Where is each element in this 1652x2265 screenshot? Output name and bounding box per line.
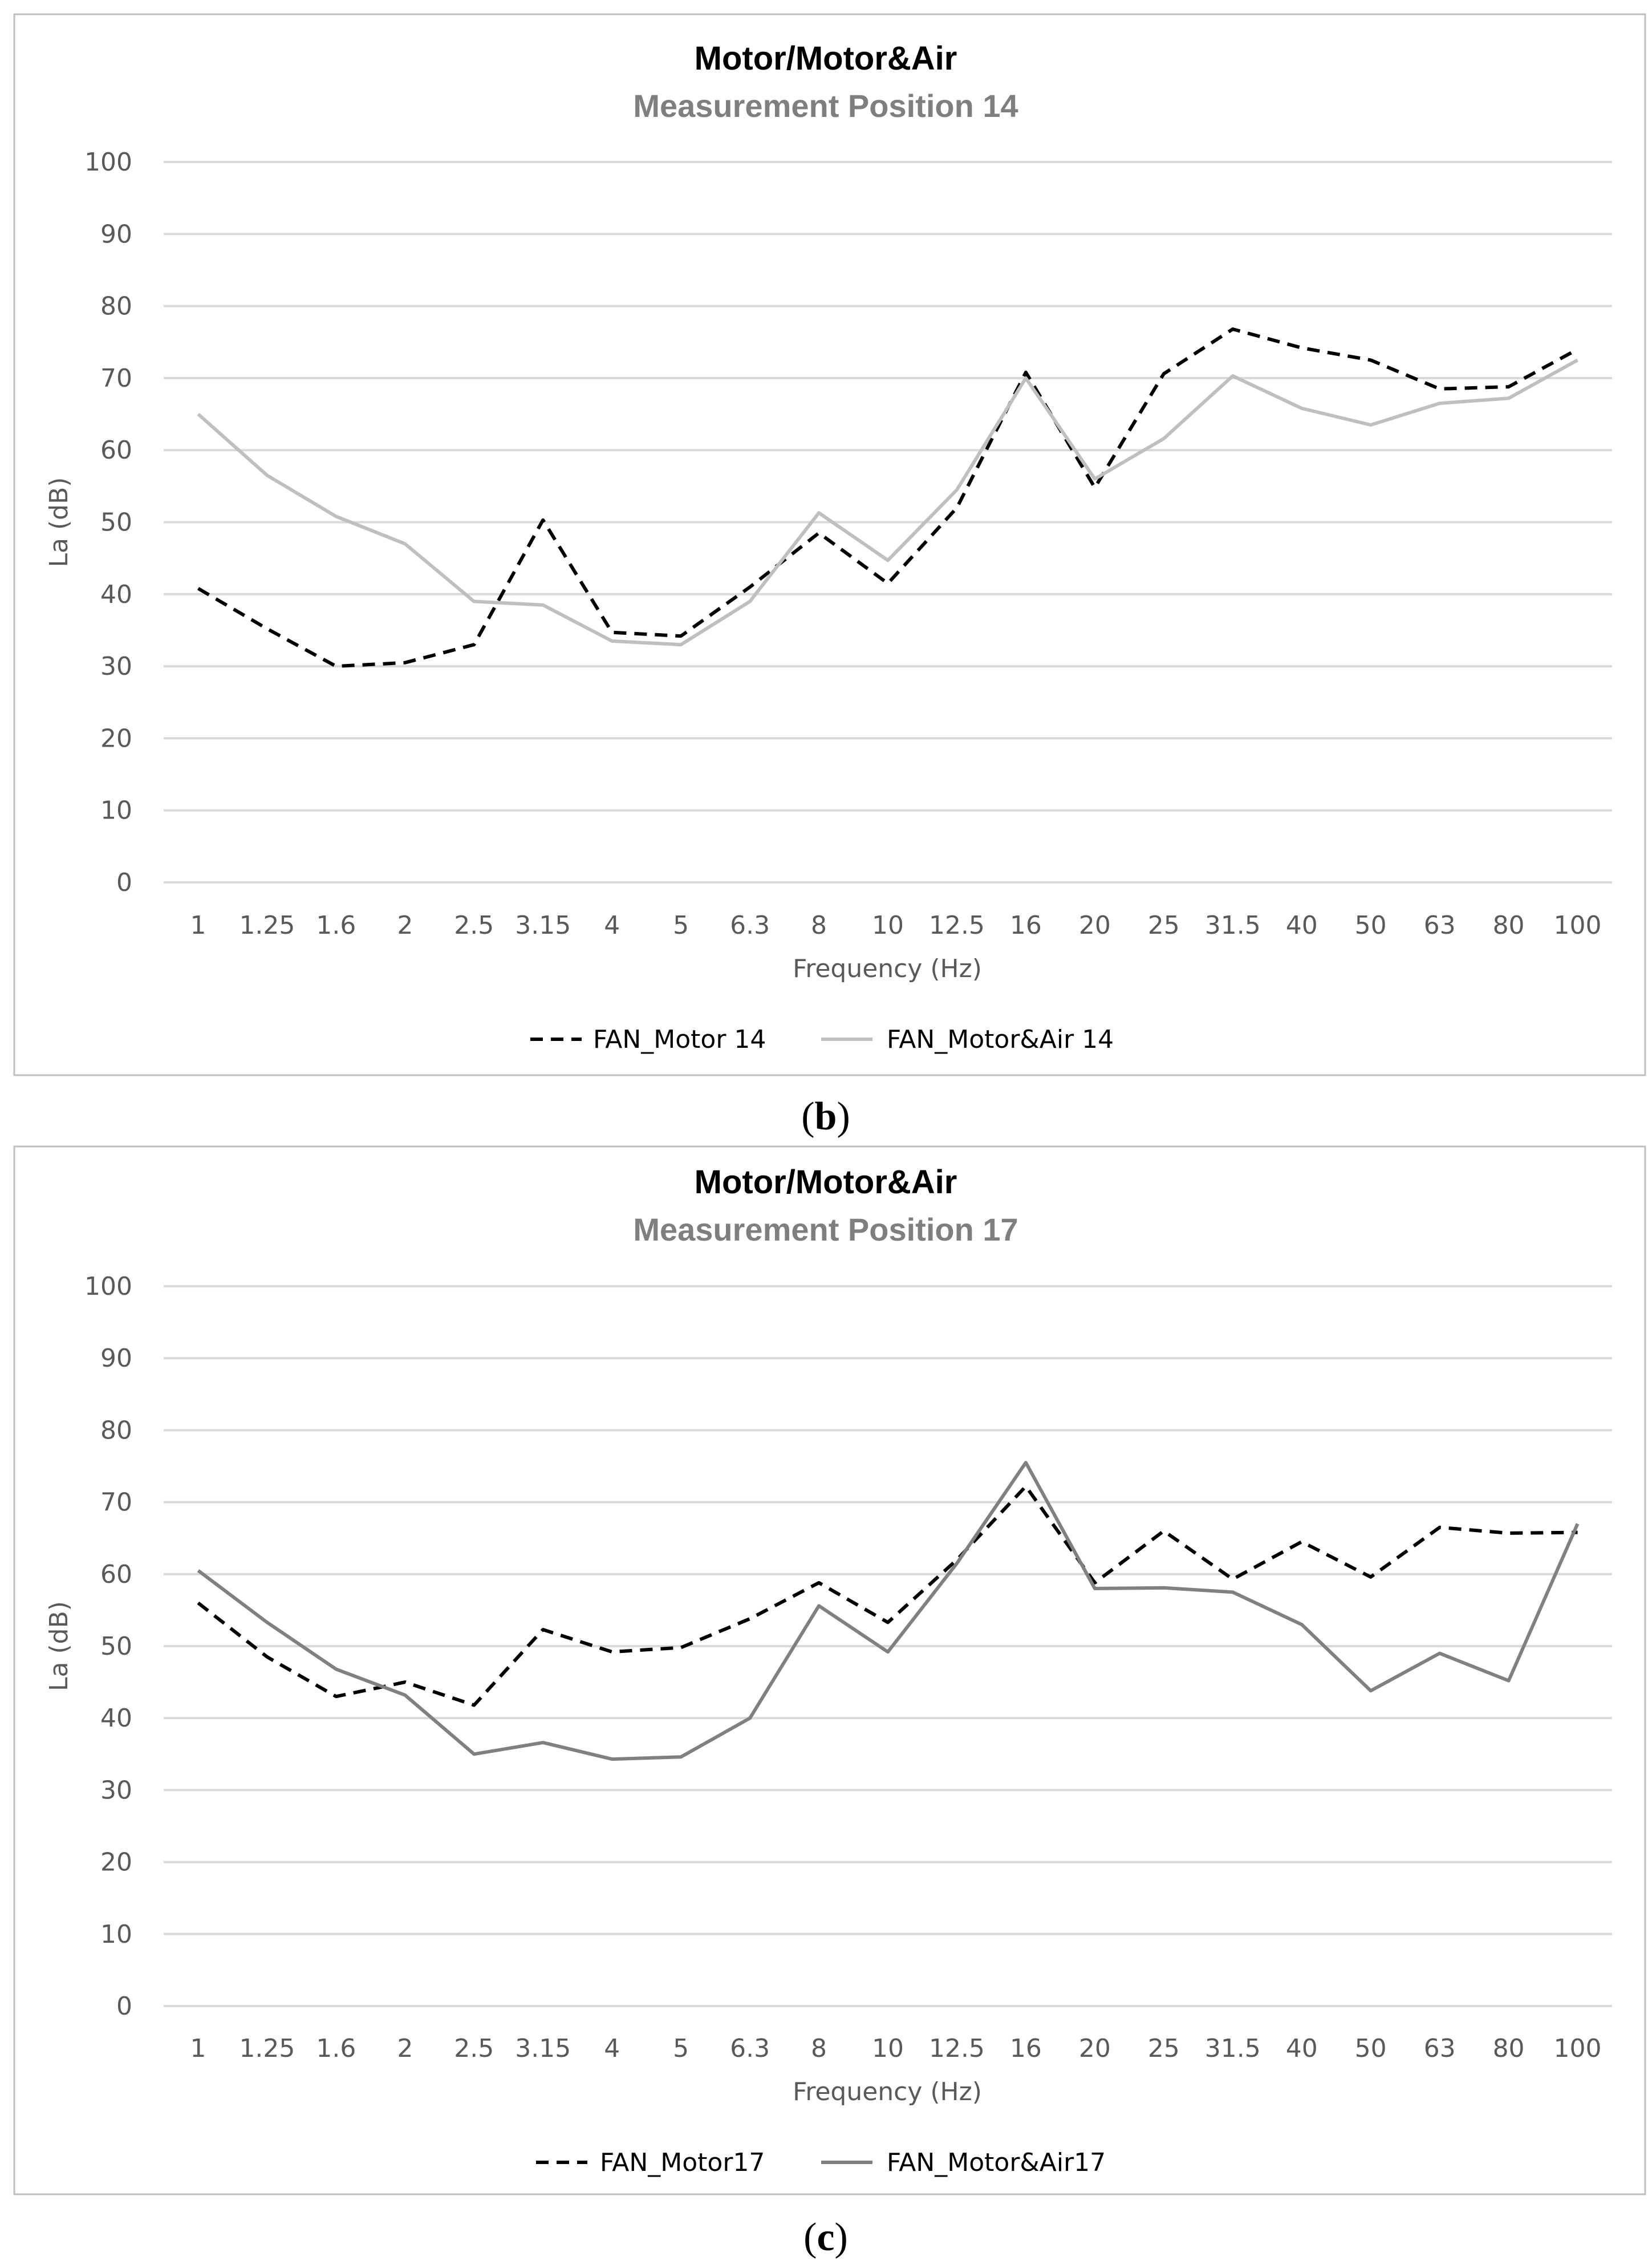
x-tick-label: 20 <box>1079 911 1111 940</box>
x-tick-label: 3.15 <box>515 2034 571 2063</box>
x-tick-label: 8 <box>811 2034 827 2063</box>
x-tick-label: 12.5 <box>929 911 985 940</box>
legend-label: FAN_Motor17 <box>600 2148 765 2177</box>
x-tick-label: 4 <box>604 911 620 940</box>
x-tick-label: 80 <box>1493 2034 1525 2063</box>
x-tick-label: 3.15 <box>515 911 571 940</box>
x-tick-label: 31.5 <box>1205 2034 1261 2063</box>
x-tick-label: 20 <box>1079 2034 1111 2063</box>
y-tick-label: 100 <box>84 148 132 177</box>
x-tick-label: 1.6 <box>316 2034 356 2063</box>
x-tick-label: 12.5 <box>929 2034 985 2063</box>
y-tick-label: 0 <box>116 868 132 897</box>
x-tick-label: 5 <box>673 911 689 940</box>
x-tick-label: 40 <box>1286 2034 1318 2063</box>
y-tick-label: 20 <box>100 724 132 753</box>
x-tick-label: 2.5 <box>454 2034 494 2063</box>
x-tick-label: 8 <box>811 911 827 940</box>
panel-label-paren: ( <box>801 1095 814 1138</box>
y-axis-label: La (dB) <box>44 1601 74 1691</box>
y-tick-label: 30 <box>100 1776 132 1805</box>
x-tick-label: 31.5 <box>1205 911 1261 940</box>
panel-label-paren: ) <box>837 1095 850 1138</box>
y-tick-label: 0 <box>116 1992 132 2021</box>
y-tick-label: 80 <box>100 1416 132 1445</box>
panel-label: (b) <box>801 1095 850 1138</box>
chart-c: Motor/Motor&Air Measurement Position 17 0 1… <box>13 1145 1646 2259</box>
legend-label: FAN_Motor&Air 14 <box>887 1025 1114 1054</box>
panel-label-paren: ) <box>835 2215 848 2259</box>
x-axis-label: Frequency (Hz) <box>793 2077 982 2106</box>
chart-title: Motor/Motor&Air <box>695 1164 957 1201</box>
chart-subtitle: Measurement Position 17 <box>633 1211 1018 1247</box>
panel-label-letter: b <box>815 1095 837 1138</box>
x-tick-label: 2.5 <box>454 911 494 940</box>
y-tick-label: 60 <box>100 436 132 465</box>
x-tick-label: 1.25 <box>239 2034 295 2063</box>
legend-label: FAN_Motor&Air17 <box>887 2148 1106 2177</box>
x-tick-label: 1 <box>190 2034 206 2063</box>
x-tick-label: 100 <box>1554 2034 1602 2063</box>
y-tick-label: 10 <box>100 796 132 825</box>
chart-subtitle: Measurement Position 14 <box>633 88 1018 124</box>
x-tick-label: 25 <box>1148 2034 1180 2063</box>
x-tick-label: 6.3 <box>730 911 770 940</box>
y-tick-label: 60 <box>100 1560 132 1589</box>
x-tick-label: 6.3 <box>730 2034 770 2063</box>
chart-border <box>13 1145 1646 2195</box>
x-tick-label: 40 <box>1286 911 1318 940</box>
x-tick-label: 16 <box>1010 2034 1042 2063</box>
y-tick-label: 50 <box>100 1632 132 1661</box>
y-tick-label: 100 <box>84 1272 132 1301</box>
x-tick-label: 1.25 <box>239 911 295 940</box>
x-tick-label: 1 <box>190 911 206 940</box>
panel-label-paren: ( <box>803 2215 817 2259</box>
chart-panel-c: Motor/Motor&Air Measurement Position 17 0 1… <box>0 1132 1652 2265</box>
x-tick-label: 100 <box>1554 911 1602 940</box>
y-tick-label: 30 <box>100 652 132 681</box>
x-tick-label: 25 <box>1148 911 1180 940</box>
x-tick-label: 50 <box>1355 911 1387 940</box>
y-tick-label: 10 <box>100 1920 132 1949</box>
x-tick-label: 63 <box>1424 911 1456 940</box>
x-tick-label: 16 <box>1010 911 1042 940</box>
legend-label: FAN_Motor 14 <box>593 1025 766 1054</box>
x-tick-label: 4 <box>604 2034 620 2063</box>
x-tick-label: 50 <box>1355 2034 1387 2063</box>
y-tick-label: 20 <box>100 1848 132 1877</box>
x-tick-label: 2 <box>397 2034 413 2063</box>
series-line-motor <box>197 327 1578 668</box>
x-tick-label: 1.6 <box>316 911 356 940</box>
y-tick-label: 70 <box>100 364 132 393</box>
x-axis-label: Frequency (Hz) <box>793 954 982 983</box>
x-tick-label: 5 <box>673 2034 689 2063</box>
series-line-motor-air <box>197 1461 1580 1761</box>
y-tick-label: 90 <box>100 1344 132 1373</box>
x-tick-label: 10 <box>872 2034 904 2063</box>
y-tick-label: 80 <box>100 292 132 321</box>
y-tick-label: 40 <box>100 1704 132 1733</box>
x-tick-label: 80 <box>1493 911 1525 940</box>
y-axis-label: La (dB) <box>44 477 74 568</box>
series-line-motor <box>197 1484 1578 1707</box>
x-tick-label: 2 <box>397 911 413 940</box>
chart-panel-b: Motor/Motor&Air Measurement Position 14 0 1… <box>13 13 1646 1138</box>
y-tick-label: 90 <box>100 220 132 249</box>
panel-label: (c) <box>803 2215 848 2259</box>
x-tick-label: 10 <box>872 911 904 940</box>
panel-label-letter: c <box>817 2215 834 2259</box>
x-tick-label: 63 <box>1424 2034 1456 2063</box>
y-tick-label: 70 <box>100 1488 132 1517</box>
chart-b: Motor/Motor&Air Measurement Position 14 0 1… <box>13 13 1646 1138</box>
y-tick-label: 50 <box>100 508 132 537</box>
series-line-motor-air <box>197 358 1578 647</box>
chart-title: Motor/Motor&Air <box>695 40 957 77</box>
y-tick-label: 40 <box>100 580 132 609</box>
chart-border <box>13 13 1646 1076</box>
